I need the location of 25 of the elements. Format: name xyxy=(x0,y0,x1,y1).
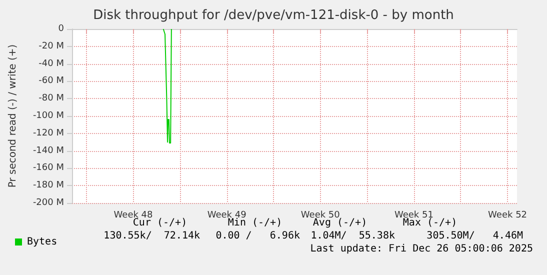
y-tick-label: -120 M xyxy=(32,128,64,138)
text: 130.55k/ 72.14k xyxy=(104,230,200,242)
text: Min (-/+) xyxy=(228,218,282,228)
y-tick-label: -60 M xyxy=(38,76,64,86)
text: Cur (-/+) xyxy=(132,218,188,228)
text: Last update: Fri Dec 26 05:00:06 2025 xyxy=(310,244,533,254)
y-tick-label: 0 xyxy=(58,24,64,34)
y-tick-label: -40 M xyxy=(38,58,64,69)
line-series xyxy=(162,28,172,144)
text: Avg (-/+) xyxy=(312,218,368,228)
chart-title: Disk throughput for /dev/pve/vm-121-disk-0 - by month xyxy=(93,8,454,23)
text: Max (-/+) xyxy=(402,218,458,228)
y-tick-label: -160 M xyxy=(32,163,64,174)
y-tick-label: -200 M xyxy=(32,198,64,208)
text: 305.50M/ 4.46M xyxy=(426,230,523,242)
y-axis-title: Pr second read (-) / write (+) xyxy=(8,44,18,188)
y-tick-label: -100 M xyxy=(32,111,64,121)
x-tick-label: Week 52 xyxy=(488,210,528,220)
y-tick-label: -80 M xyxy=(38,94,64,104)
y-tick-label: -20 M xyxy=(38,41,64,52)
text: 1.04M/ 55.38k xyxy=(310,230,395,242)
text: 0.00 / 6.96k xyxy=(216,230,300,242)
y-tick-label: -140 M xyxy=(32,146,64,156)
legend-label: Bytes xyxy=(27,236,58,248)
y-tick-label: -180 M xyxy=(32,180,64,191)
